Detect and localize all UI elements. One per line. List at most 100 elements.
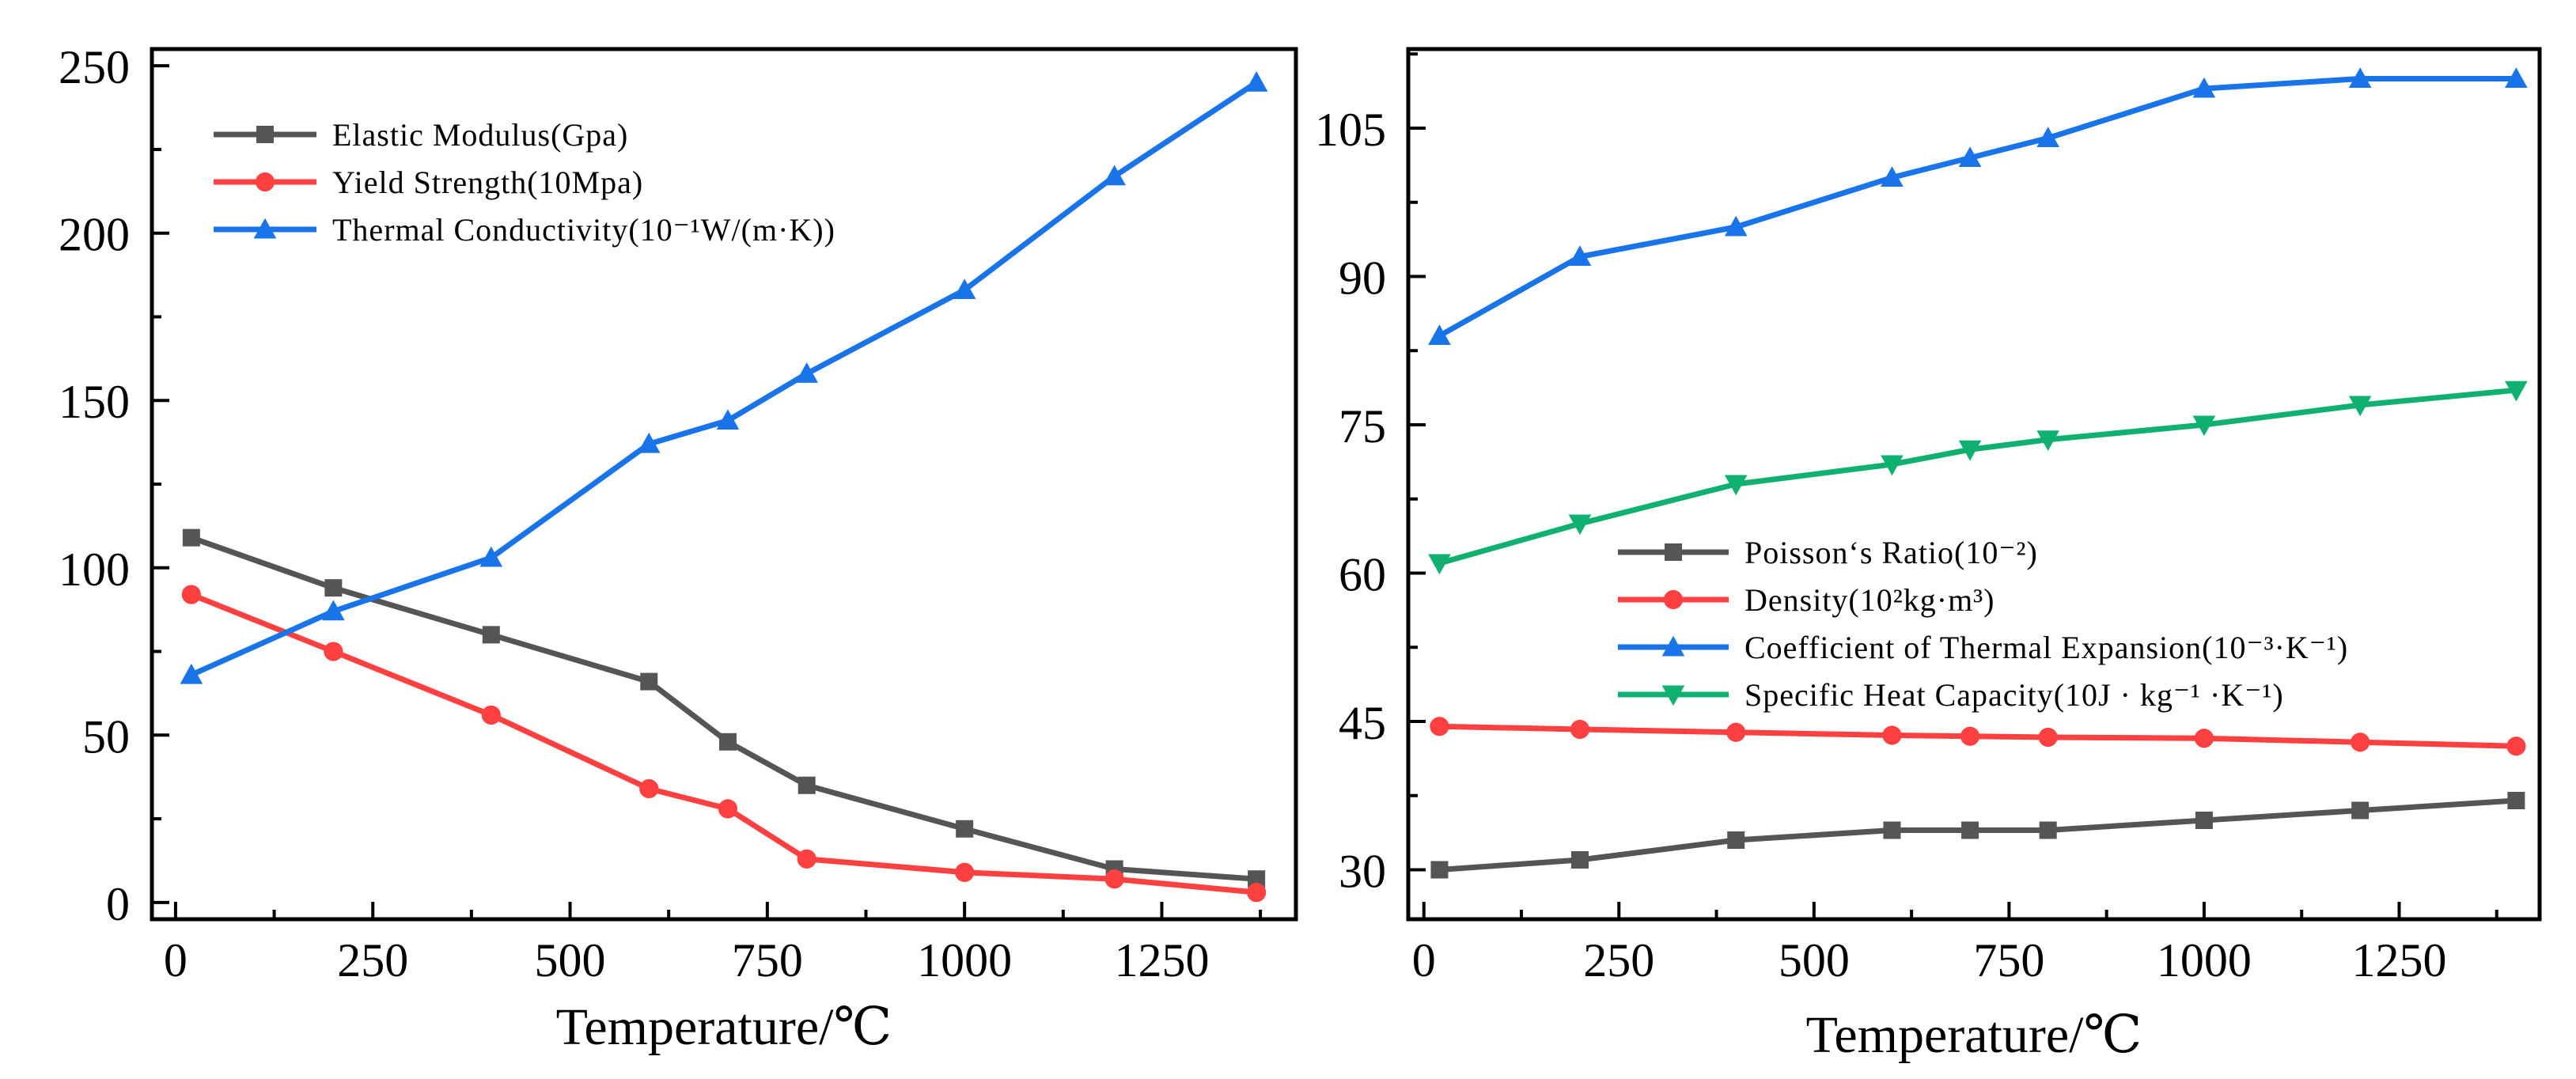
right-series-0-point — [2507, 792, 2525, 809]
right-legend-label: Coefficient of Thermal Expansion(10⁻³·K⁻… — [1744, 630, 2348, 665]
right-legend-label: Specific Heat Capacity(10J · kg⁻¹ ·K⁻¹) — [1744, 677, 2284, 713]
left-x-tick-label: 1250 — [1114, 934, 1209, 986]
right-series-1-point — [1882, 725, 1902, 745]
right-series-2-point — [1428, 324, 1451, 345]
left-series-0-point — [324, 579, 343, 597]
left-series-0-point — [640, 672, 658, 691]
left-legend-marker — [255, 172, 275, 192]
right-x-tick-label: 1250 — [2351, 934, 2446, 986]
right-legend-marker — [1663, 589, 1684, 610]
right-series-2-point — [1881, 166, 1904, 187]
left-series-2-point — [716, 409, 740, 430]
right-series-line-2 — [1438, 76, 2517, 339]
right-series-0-point — [1961, 821, 1979, 839]
right-x-tick-label: 250 — [1583, 934, 1654, 986]
right-x-tick-label: 0 — [1412, 934, 1436, 986]
left-series-2-point — [322, 600, 345, 621]
right-y-tick-label: 45 — [1339, 697, 1386, 749]
left-series-0-point — [482, 626, 500, 644]
left-y-tick-label: 100 — [59, 543, 130, 596]
left-legend-marker — [253, 218, 277, 239]
left-legend-marker — [256, 126, 274, 143]
right-series-3-point — [2348, 396, 2372, 417]
right-x-axis-title: Temperature/℃ — [1806, 1006, 2142, 1064]
left-y-tick-label: 250 — [59, 41, 130, 93]
right-series-0-point — [2195, 812, 2213, 829]
left-series-2-point — [1244, 71, 1268, 92]
left-series-0-point — [1248, 870, 1266, 888]
right-series-0-point — [2039, 821, 2057, 839]
right-series-2-point — [2348, 67, 2372, 88]
left-x-tick-label: 1000 — [917, 934, 1012, 986]
left-series-group — [180, 71, 1268, 903]
right-series-3-point — [1568, 514, 1592, 536]
right-legend: Poisson‘s Ratio(10⁻²) Density(10²kg·m³) Co… — [1618, 535, 2348, 713]
right-y-tick-label: 60 — [1339, 549, 1386, 601]
right-legend-label: Poisson‘s Ratio(10⁻²) — [1744, 535, 2038, 570]
right-series-1-point — [2038, 727, 2058, 748]
left-x-tick-label: 750 — [732, 934, 803, 986]
right-legend-marker — [1661, 685, 1685, 706]
left-ticks: 0 250 500 750 1000 1250 0 50 100 150 200 250 — [59, 41, 1263, 986]
right-series-0-point — [2351, 801, 2370, 820]
left-series-1-point — [718, 799, 738, 819]
right-series-1-point — [2351, 733, 2370, 752]
left-y-tick-label: 50 — [82, 710, 130, 763]
left-y-tick-label: 150 — [59, 376, 130, 428]
right-x-tick-label: 1000 — [2157, 934, 2252, 986]
right-legend-marker — [1661, 635, 1685, 657]
right-series-3-point — [2192, 415, 2216, 437]
right-series-1-point — [1726, 722, 1746, 742]
right-series-1-point — [1430, 717, 1449, 736]
left-series-2-point — [953, 278, 976, 300]
left-x-tick-label: 250 — [337, 934, 408, 986]
right-series-1-point — [2194, 729, 2214, 748]
right-series-2-point — [2192, 77, 2216, 98]
left-series-1-point — [181, 585, 201, 604]
right-y-tick-label: 30 — [1339, 846, 1386, 898]
left-x-tick-label: 0 — [164, 934, 188, 986]
left-series-2-point — [479, 546, 503, 567]
left-series-0-point — [956, 820, 974, 838]
left-series-2-point — [795, 362, 819, 383]
left-series-0-point — [797, 776, 816, 794]
left-series-1-point — [1247, 883, 1267, 903]
left-plot-frame — [150, 47, 1298, 922]
left-series-1-point — [1104, 869, 1124, 889]
left-series-1-point — [639, 778, 659, 799]
right-legend-label: Density(10²kg·m³) — [1744, 582, 1995, 618]
right-series-group — [1428, 67, 2528, 879]
right-series-2-point — [1724, 215, 1748, 237]
right-series-3-point — [2505, 380, 2528, 402]
left-series-2-point — [1103, 165, 1126, 186]
right-y-tick-label: 75 — [1339, 400, 1386, 452]
right-series-2-point — [2036, 127, 2059, 147]
right-series-1-point — [1570, 719, 1590, 740]
right-y-tick-label: 105 — [1315, 104, 1386, 156]
left-series-2-point — [180, 663, 203, 684]
right-x-tick-label: 750 — [1973, 934, 2044, 986]
left-x-tick-label: 500 — [535, 934, 606, 986]
left-series-0-point — [718, 733, 737, 751]
right-series-3-point — [2036, 430, 2059, 452]
left-series-1-point — [797, 849, 816, 869]
right-series-0-point — [1570, 851, 1589, 869]
right-y-tick-label: 90 — [1339, 252, 1386, 305]
left-series-1-point — [481, 705, 501, 725]
right-ticks: 0 250 500 750 1000 1250 30 45 60 75 90 105 — [1315, 52, 2498, 986]
right-plot-frame — [1406, 47, 2542, 922]
right-series-3-point — [1881, 455, 1904, 476]
right-legend-marker — [1665, 543, 1682, 561]
left-chart: 0 250 500 750 1000 1250 0 50 100 150 200 250 Elasti… — [59, 41, 1298, 1056]
right-series-3-point — [1724, 475, 1748, 496]
left-x-axis-title: Temperature/℃ — [556, 998, 892, 1056]
left-legend-label: Elastic Modulus(Gpa) — [332, 117, 628, 153]
right-series-2-point — [1958, 146, 1982, 167]
right-series-3-point — [1428, 554, 1451, 575]
left-y-tick-label: 0 — [106, 878, 130, 930]
right-series-2-point — [2505, 67, 2528, 88]
left-legend-label: Thermal Conductivity(10⁻¹W/(m·K)) — [332, 212, 835, 248]
right-series-1-point — [2506, 736, 2526, 756]
left-series-0-point — [182, 528, 200, 547]
